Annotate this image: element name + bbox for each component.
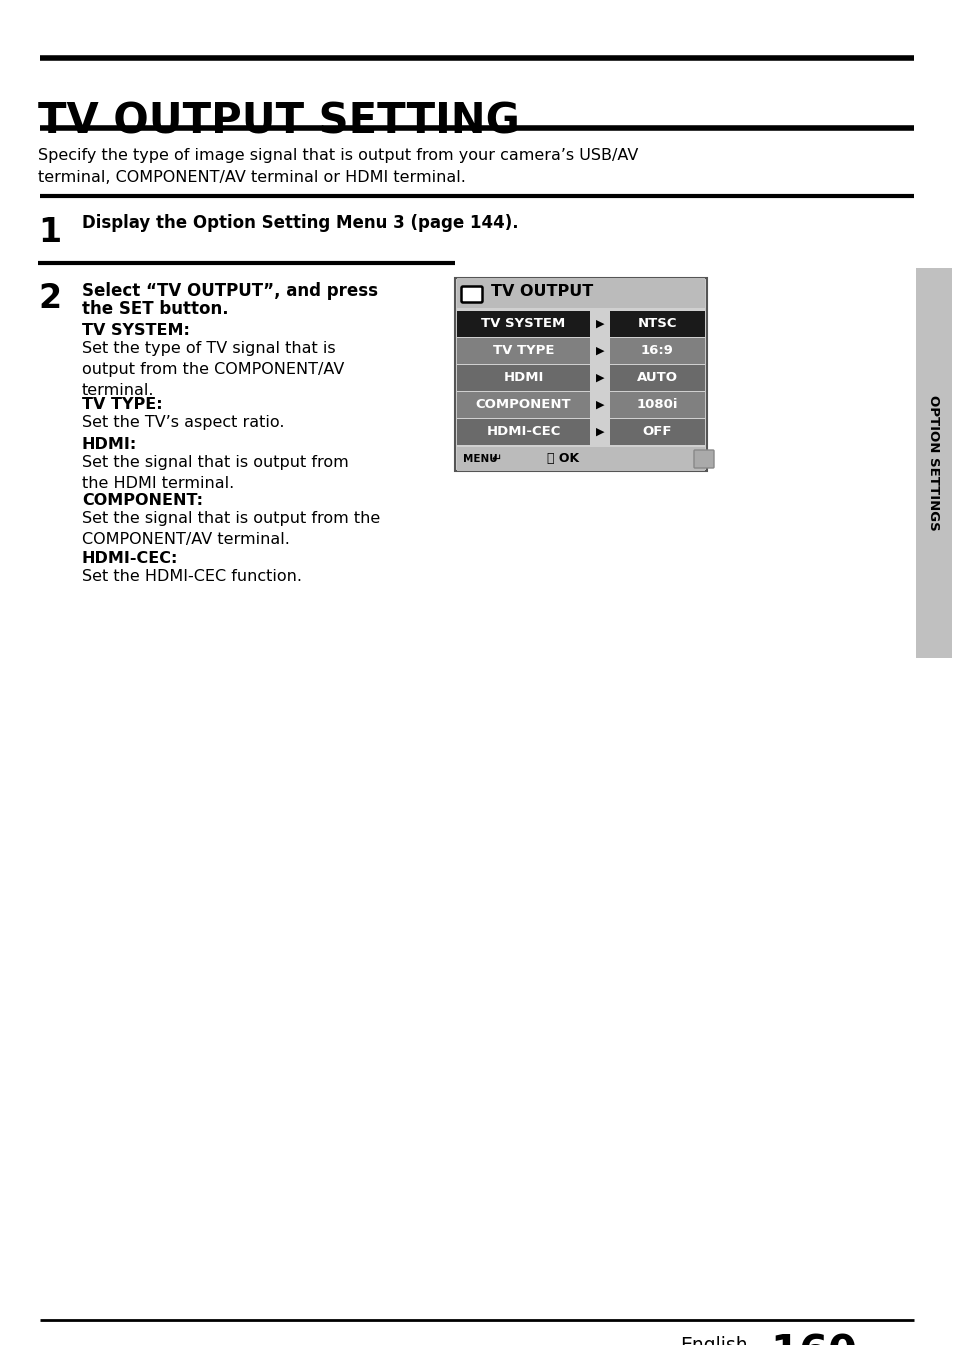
Bar: [609, 420, 704, 445]
Bar: [609, 311, 704, 338]
FancyBboxPatch shape: [693, 451, 713, 468]
Text: ▶: ▶: [595, 373, 603, 382]
Text: Set the TV’s aspect ratio.: Set the TV’s aspect ratio.: [82, 416, 284, 430]
Text: 1080i: 1080i: [636, 398, 678, 412]
Text: 16:9: 16:9: [640, 344, 673, 356]
Text: TV SYSTEM:: TV SYSTEM:: [82, 323, 190, 338]
Text: OFF: OFF: [642, 425, 672, 438]
Bar: [609, 364, 704, 391]
Bar: [915, 268, 951, 658]
Text: Display the Option Setting Menu 3 (page 144).: Display the Option Setting Menu 3 (page …: [82, 214, 518, 231]
Bar: [456, 311, 589, 338]
Text: 160: 160: [769, 1333, 856, 1345]
Bar: [456, 420, 589, 445]
Bar: [456, 278, 704, 308]
Text: 1: 1: [38, 217, 61, 249]
Bar: [609, 338, 704, 364]
Text: ▶: ▶: [595, 399, 603, 409]
Text: HDMI-CEC:: HDMI-CEC:: [82, 551, 178, 566]
FancyBboxPatch shape: [461, 286, 482, 303]
Text: Specify the type of image signal that is output from your camera’s USB/AV
termin: Specify the type of image signal that is…: [38, 148, 638, 186]
Text: COMPONENT:: COMPONENT:: [82, 494, 203, 508]
Text: OPTION SETTINGS: OPTION SETTINGS: [926, 395, 940, 531]
Text: English: English: [679, 1336, 747, 1345]
Text: TV OUTPUT: TV OUTPUT: [491, 285, 593, 300]
Text: TV TYPE: TV TYPE: [493, 344, 554, 356]
Bar: [456, 364, 589, 391]
Text: TV OUTPUT SETTING: TV OUTPUT SETTING: [38, 100, 519, 143]
Text: TV TYPE:: TV TYPE:: [82, 397, 162, 412]
Text: Select “TV OUTPUT”, and press: Select “TV OUTPUT”, and press: [82, 282, 377, 300]
Text: TV SYSTEM: TV SYSTEM: [481, 317, 565, 330]
Text: 2: 2: [38, 282, 61, 315]
Text: ▶: ▶: [595, 346, 603, 355]
Text: Set the signal that is output from
the HDMI terminal.: Set the signal that is output from the H…: [82, 455, 349, 491]
Bar: [456, 447, 704, 471]
Text: HDMI:: HDMI:: [82, 437, 137, 452]
Text: the SET button.: the SET button.: [82, 300, 229, 317]
Text: Set the signal that is output from the
COMPONENT/AV terminal.: Set the signal that is output from the C…: [82, 511, 380, 547]
Text: AUTO: AUTO: [637, 371, 678, 385]
Text: Set the HDMI-CEC function.: Set the HDMI-CEC function.: [82, 569, 302, 584]
Bar: [456, 338, 589, 364]
Text: HDMI: HDMI: [503, 371, 543, 385]
Text: ↵: ↵: [491, 452, 501, 465]
Text: Ⓞ OK: Ⓞ OK: [546, 452, 578, 465]
Text: HDMI-CEC: HDMI-CEC: [486, 425, 560, 438]
Text: Set the type of TV signal that is
output from the COMPONENT/AV
terminal.: Set the type of TV signal that is output…: [82, 342, 344, 398]
Text: ▶: ▶: [595, 426, 603, 437]
Bar: [456, 391, 589, 418]
Text: ▶: ▶: [595, 319, 603, 328]
Text: NTSC: NTSC: [638, 317, 677, 330]
Text: COMPONENT: COMPONENT: [476, 398, 571, 412]
Text: MENU: MENU: [462, 455, 497, 464]
Bar: [609, 391, 704, 418]
Bar: [455, 278, 706, 471]
